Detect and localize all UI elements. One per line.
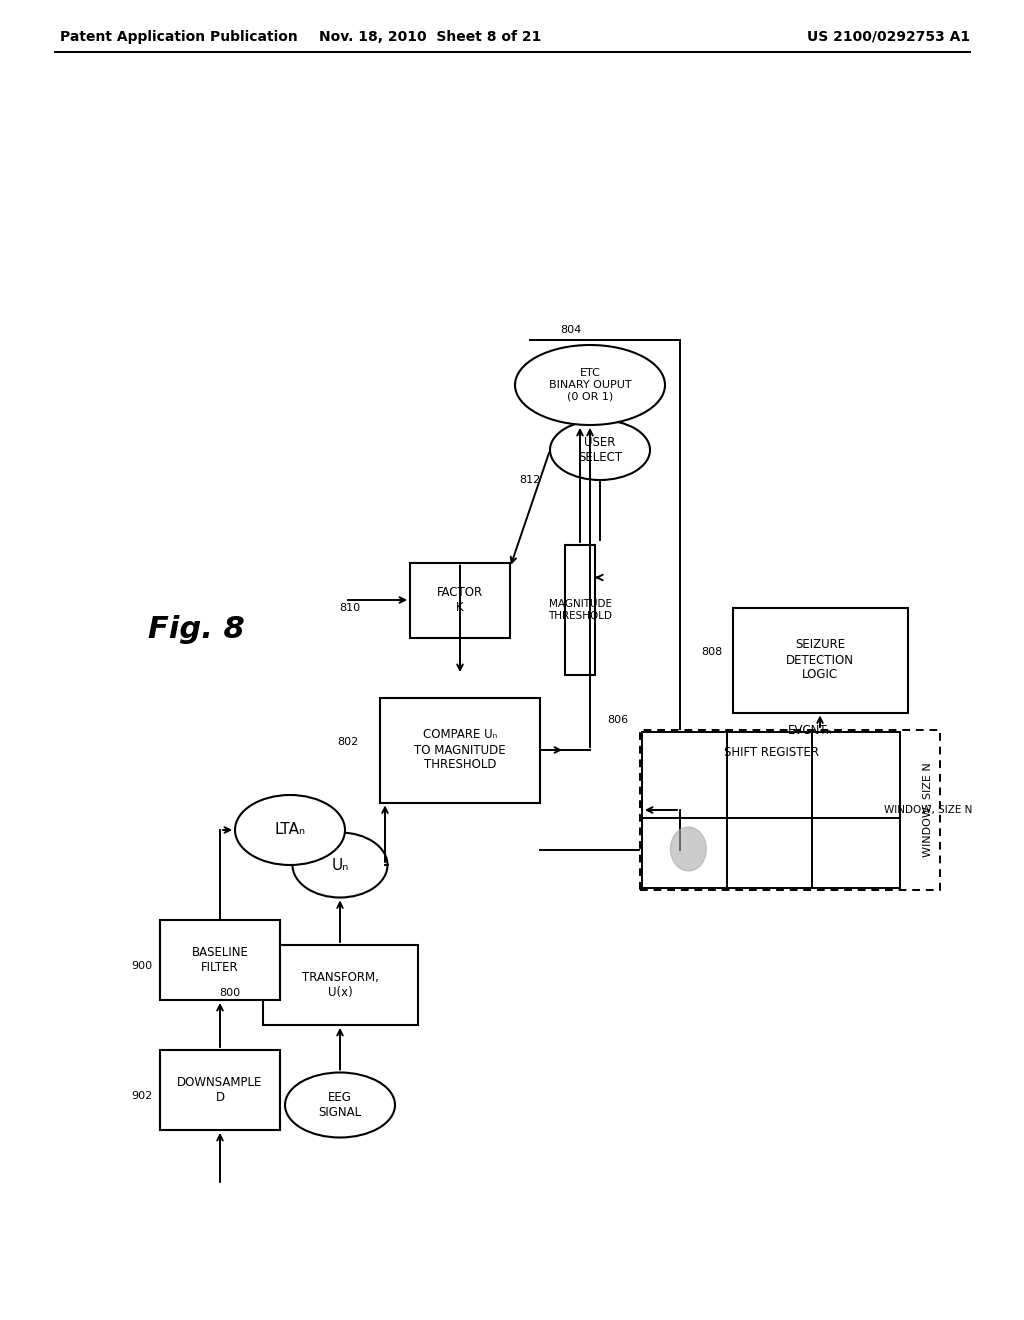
Text: DOWNSAMPLE
D: DOWNSAMPLE D xyxy=(177,1076,263,1104)
Bar xyxy=(160,1049,280,1130)
Text: EVCNTₙ: EVCNTₙ xyxy=(787,723,833,737)
Bar xyxy=(410,562,510,638)
Text: ETC
BINARY OUPUT
(0 OR 1): ETC BINARY OUPUT (0 OR 1) xyxy=(549,368,632,401)
Text: 802: 802 xyxy=(337,737,358,747)
Ellipse shape xyxy=(234,795,345,865)
Text: 810: 810 xyxy=(339,603,360,612)
Text: 808: 808 xyxy=(701,647,723,657)
Text: BASELINE
FILTER: BASELINE FILTER xyxy=(191,946,249,974)
Text: US 2100/0292753 A1: US 2100/0292753 A1 xyxy=(807,30,970,44)
Text: WINDOW, SIZE N: WINDOW, SIZE N xyxy=(884,805,972,814)
Text: USER
SELECT: USER SELECT xyxy=(578,436,622,465)
Ellipse shape xyxy=(550,420,650,480)
Text: 800: 800 xyxy=(219,987,241,998)
Text: Patent Application Publication: Patent Application Publication xyxy=(60,30,298,44)
Text: SHIFT REGISTER: SHIFT REGISTER xyxy=(724,746,818,759)
Text: 900: 900 xyxy=(131,961,152,972)
Text: EEG
SIGNAL: EEG SIGNAL xyxy=(318,1092,361,1119)
Text: WINDOW, SIZE N: WINDOW, SIZE N xyxy=(923,763,933,858)
Text: 902: 902 xyxy=(131,1092,152,1101)
Bar xyxy=(262,945,418,1026)
Text: 804: 804 xyxy=(560,325,582,335)
Polygon shape xyxy=(671,828,707,871)
Bar xyxy=(160,920,280,1001)
Bar xyxy=(380,697,540,803)
Text: 806: 806 xyxy=(607,715,628,725)
Text: 812: 812 xyxy=(519,475,540,484)
Text: Fig. 8: Fig. 8 xyxy=(148,615,245,644)
Bar xyxy=(732,607,907,713)
Bar xyxy=(642,733,900,888)
Text: FACTOR
K: FACTOR K xyxy=(437,586,483,614)
Text: COMPARE Uₙ
TO MAGNITUDE
THRESHOLD: COMPARE Uₙ TO MAGNITUDE THRESHOLD xyxy=(414,729,506,771)
Text: Nov. 18, 2010  Sheet 8 of 21: Nov. 18, 2010 Sheet 8 of 21 xyxy=(318,30,542,44)
Ellipse shape xyxy=(293,833,387,898)
Ellipse shape xyxy=(285,1072,395,1138)
Bar xyxy=(565,545,595,675)
Ellipse shape xyxy=(515,345,665,425)
Text: MAGNITUDE
THRESHOLD: MAGNITUDE THRESHOLD xyxy=(548,599,612,620)
Text: SEIZURE
DETECTION
LOGIC: SEIZURE DETECTION LOGIC xyxy=(786,639,854,681)
Text: Uₙ: Uₙ xyxy=(332,858,349,873)
Bar xyxy=(640,730,940,890)
Text: LTAₙ: LTAₙ xyxy=(274,822,305,837)
Text: TRANSFORM,
U(x): TRANSFORM, U(x) xyxy=(301,972,379,999)
